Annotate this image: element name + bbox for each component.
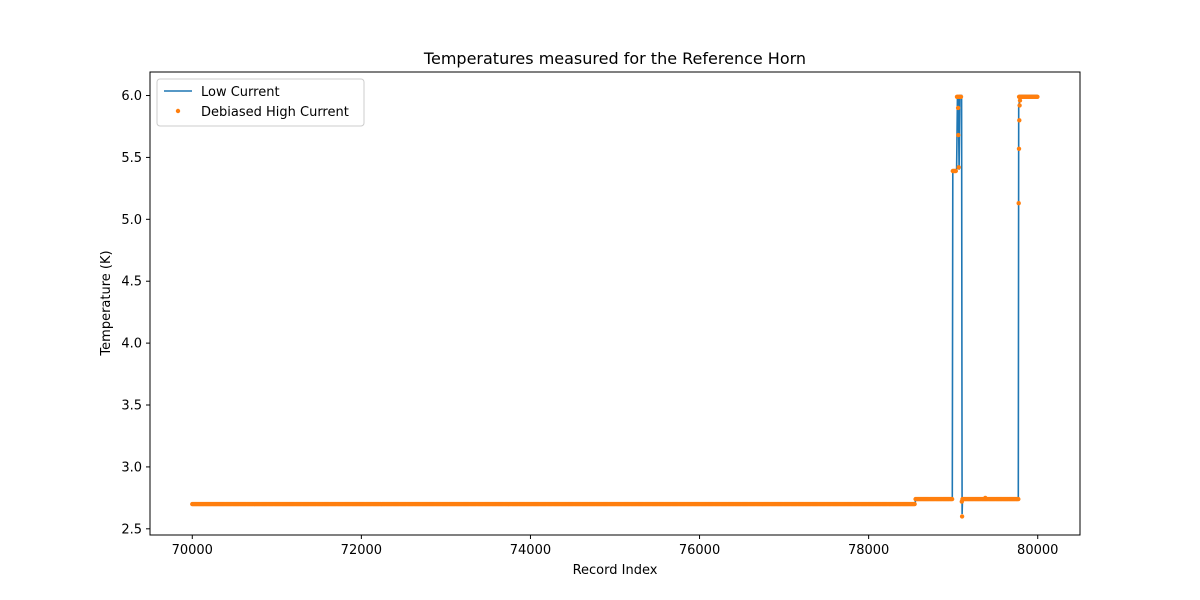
plot-area: [190, 94, 1040, 519]
x-axis: 70000 72000 74000 76000 78000 80000: [172, 535, 1058, 558]
scatter-point: [912, 501, 917, 507]
scatter-point: [1016, 146, 1022, 151]
y-tick-label: 5.5: [121, 151, 142, 166]
y-axis: 2.5 3.0 3.5 4.0 4.5 5.0 5.5 6.0: [121, 89, 150, 537]
y-tick-label: 4.5: [121, 275, 142, 290]
x-tick-label: 78000: [848, 543, 889, 558]
series-debiased-high-current: [190, 94, 1040, 519]
x-axis-label: Record Index: [573, 563, 658, 578]
scatter-point: [949, 496, 955, 502]
axes-frame: [149, 71, 1081, 536]
legend-entry-low-current: Low Current: [201, 85, 280, 100]
scatter-point: [956, 165, 961, 170]
scatter-point: [1017, 98, 1023, 103]
series-low-current-line: [192, 94, 1038, 515]
scatter-point: [1017, 118, 1022, 123]
x-tick-label: 72000: [341, 543, 382, 558]
scatter-point: [1016, 201, 1021, 206]
y-tick-label: 2.5: [121, 522, 142, 537]
x-tick-label: 76000: [679, 543, 720, 558]
x-tick-label: 74000: [510, 543, 551, 558]
legend-entry-debiased-high-current: Debiased High Current: [201, 105, 349, 120]
scatter-point: [1017, 103, 1022, 108]
scatter-point: [1035, 94, 1040, 100]
y-tick-label: 3.5: [121, 399, 142, 414]
scatter-point: [983, 495, 988, 501]
scatter-point: [956, 132, 961, 138]
y-tick-label: 4.0: [121, 337, 142, 352]
legend: Low Current Debiased High Current: [156, 78, 365, 127]
y-axis-label: Temperature (K): [99, 250, 114, 356]
x-tick-label: 80000: [1017, 543, 1058, 558]
chart-title: Temperatures measured for the Reference …: [423, 49, 806, 68]
y-tick-label: 3.0: [121, 460, 142, 475]
scatter-point: [959, 514, 965, 519]
y-tick-label: 6.0: [121, 89, 142, 104]
legend-box: [156, 78, 365, 127]
scatter-point: [958, 94, 964, 100]
scatter-point: [1016, 496, 1021, 502]
scatter-point: [953, 168, 958, 174]
scatter-point: [959, 499, 964, 504]
scatter-point: [955, 105, 961, 111]
legend-dot-swatch: [175, 108, 181, 114]
y-tick-label: 5.0: [121, 213, 142, 228]
x-tick-label: 70000: [172, 543, 213, 558]
